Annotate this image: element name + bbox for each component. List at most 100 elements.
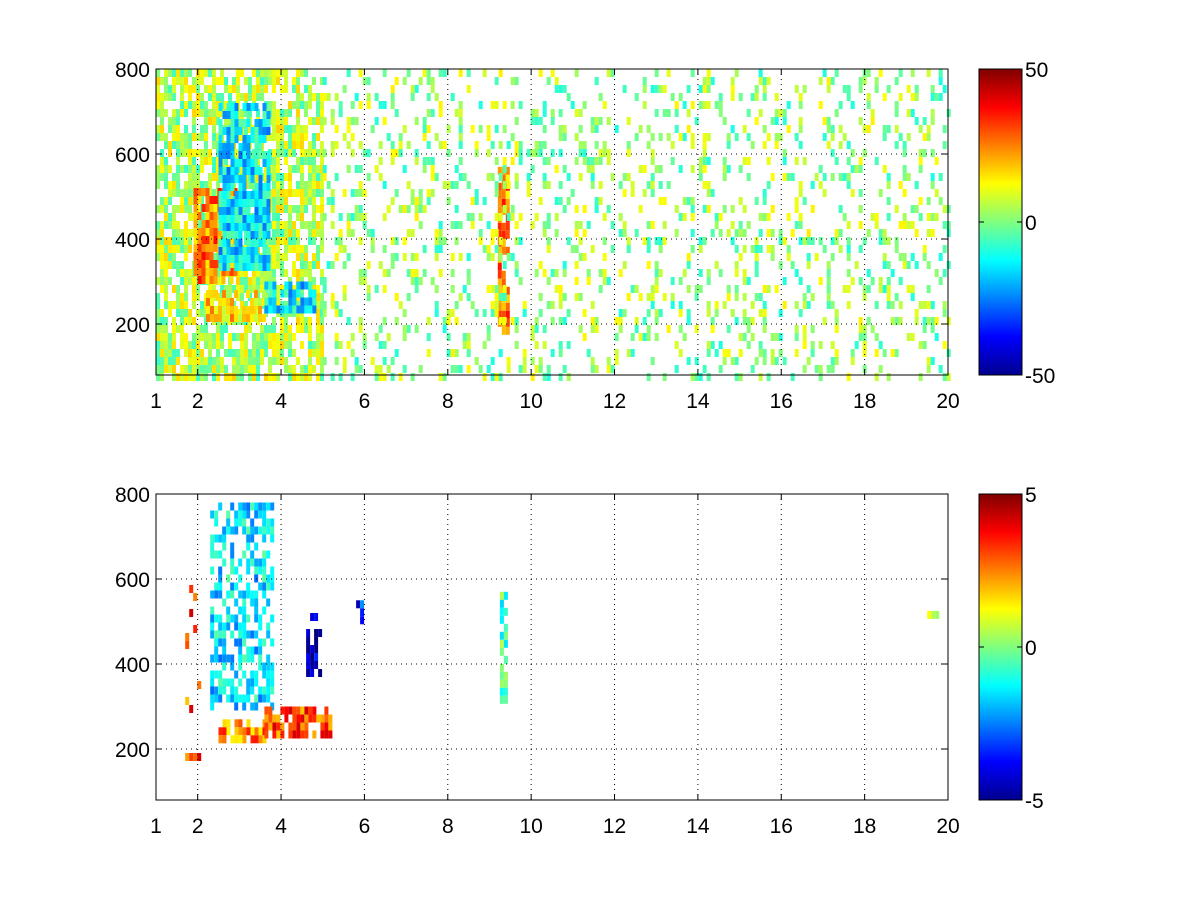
heatmap-cell — [818, 101, 823, 109]
heatmap-cell — [766, 245, 771, 253]
heatmap-cell — [466, 341, 471, 349]
heatmap-cell — [270, 662, 275, 671]
heatmap-cell — [244, 325, 248, 333]
heatmap-cell — [292, 229, 296, 237]
heatmap-cell — [308, 289, 313, 298]
heatmap-cell — [172, 245, 176, 253]
heatmap-cell — [176, 77, 180, 85]
heatmap-cell — [288, 133, 292, 141]
heatmap-cell — [234, 638, 239, 647]
heatmap-cell — [866, 229, 871, 237]
heatmap-cell — [382, 357, 387, 365]
heatmap-cell — [254, 646, 259, 655]
heatmap-cell — [742, 157, 747, 165]
heatmap-cell — [846, 373, 851, 381]
heatmap-cell — [316, 149, 320, 157]
heatmap-cell — [254, 215, 259, 223]
heatmap-cell — [250, 167, 255, 175]
heatmap-cell — [502, 165, 507, 173]
heatmap-cell — [197, 212, 202, 220]
heatmap-cell — [258, 167, 263, 175]
heatmap-cell — [406, 269, 411, 277]
heatmap-cell — [160, 117, 164, 125]
heatmap-cell — [826, 269, 831, 277]
heatmap-cell — [218, 670, 223, 679]
heatmap-cell — [642, 101, 647, 109]
heatmap-cell — [242, 103, 247, 111]
heatmap-cell — [288, 365, 292, 373]
heatmap-cell — [216, 117, 220, 125]
heatmap-cell — [314, 653, 319, 661]
heatmap-cell — [284, 269, 288, 277]
heatmap-cell — [188, 205, 192, 213]
heatmap-cell — [160, 349, 164, 357]
heatmap-cell — [501, 222, 506, 231]
heatmap-cell — [238, 678, 243, 687]
heatmap-cell — [346, 69, 351, 77]
heatmap-cell — [550, 149, 555, 157]
heatmap-cell — [244, 77, 248, 85]
heatmap-cell — [300, 722, 305, 731]
heatmap-cell — [320, 197, 324, 205]
heatmap-cell — [226, 614, 231, 623]
heatmap-cell — [238, 727, 243, 736]
heatmap-cell — [160, 101, 164, 109]
heatmap-cell — [510, 157, 515, 165]
heatmap-cell — [686, 85, 691, 93]
heatmap-cell — [758, 341, 763, 349]
heatmap-cell — [184, 301, 188, 309]
heatmap-cell — [244, 277, 248, 285]
heatmap-cell — [320, 722, 325, 731]
heatmap-cell — [240, 165, 244, 173]
heatmap-cell — [266, 622, 271, 631]
heatmap-cell — [898, 317, 903, 325]
heatmap-cell — [264, 373, 268, 381]
heatmap-cell — [246, 614, 251, 623]
heatmap-cell — [558, 301, 563, 309]
heatmap-cell — [334, 357, 339, 365]
heatmap-cell — [234, 614, 239, 623]
heatmap-cell — [250, 534, 255, 543]
heatmap-cell — [197, 260, 202, 268]
heatmap-cell — [280, 85, 284, 93]
heatmap-cell — [236, 269, 240, 277]
heatmap-cell — [252, 365, 256, 373]
heatmap-cell — [172, 261, 176, 269]
heatmap-cell — [180, 293, 184, 301]
heatmap-cell — [284, 149, 288, 157]
heatmap-cell — [250, 630, 255, 639]
heatmap-cell — [300, 325, 304, 333]
heatmap-cell — [160, 149, 164, 157]
heatmap-cell — [236, 357, 240, 365]
heatmap-cell — [501, 310, 506, 319]
heatmap-cell — [434, 229, 439, 237]
heatmap-cell — [554, 213, 559, 221]
heatmap-cell — [240, 269, 244, 277]
heatmap-cell — [160, 317, 164, 325]
heatmap-cell — [858, 85, 863, 93]
heatmap-cell — [330, 373, 335, 381]
heatmap-cell — [742, 125, 747, 133]
heatmap-cell — [228, 117, 232, 125]
heatmap-cell — [218, 566, 223, 575]
heatmap-cell — [213, 212, 218, 220]
heatmap-cell — [450, 93, 455, 101]
heatmap-cell — [188, 181, 192, 189]
heatmap-cell — [220, 333, 224, 341]
heatmap-cell — [222, 263, 227, 271]
heatmap-cell — [598, 197, 603, 205]
heatmap-cell — [284, 197, 288, 205]
heatmap-cell — [168, 189, 172, 197]
heatmap-cell — [470, 301, 475, 309]
heatmap-cell — [156, 245, 160, 253]
heatmap-cell — [774, 109, 779, 117]
heatmap-cell — [228, 341, 232, 349]
heatmap-cell — [200, 93, 204, 101]
heatmap-cell — [694, 373, 699, 381]
heatmap-cell — [438, 101, 443, 109]
heatmap-cell — [346, 141, 351, 149]
heatmap-cell — [434, 301, 439, 309]
heatmap-cell — [204, 69, 208, 77]
heatmap-cell — [794, 197, 799, 205]
heatmap-cell — [284, 365, 288, 373]
